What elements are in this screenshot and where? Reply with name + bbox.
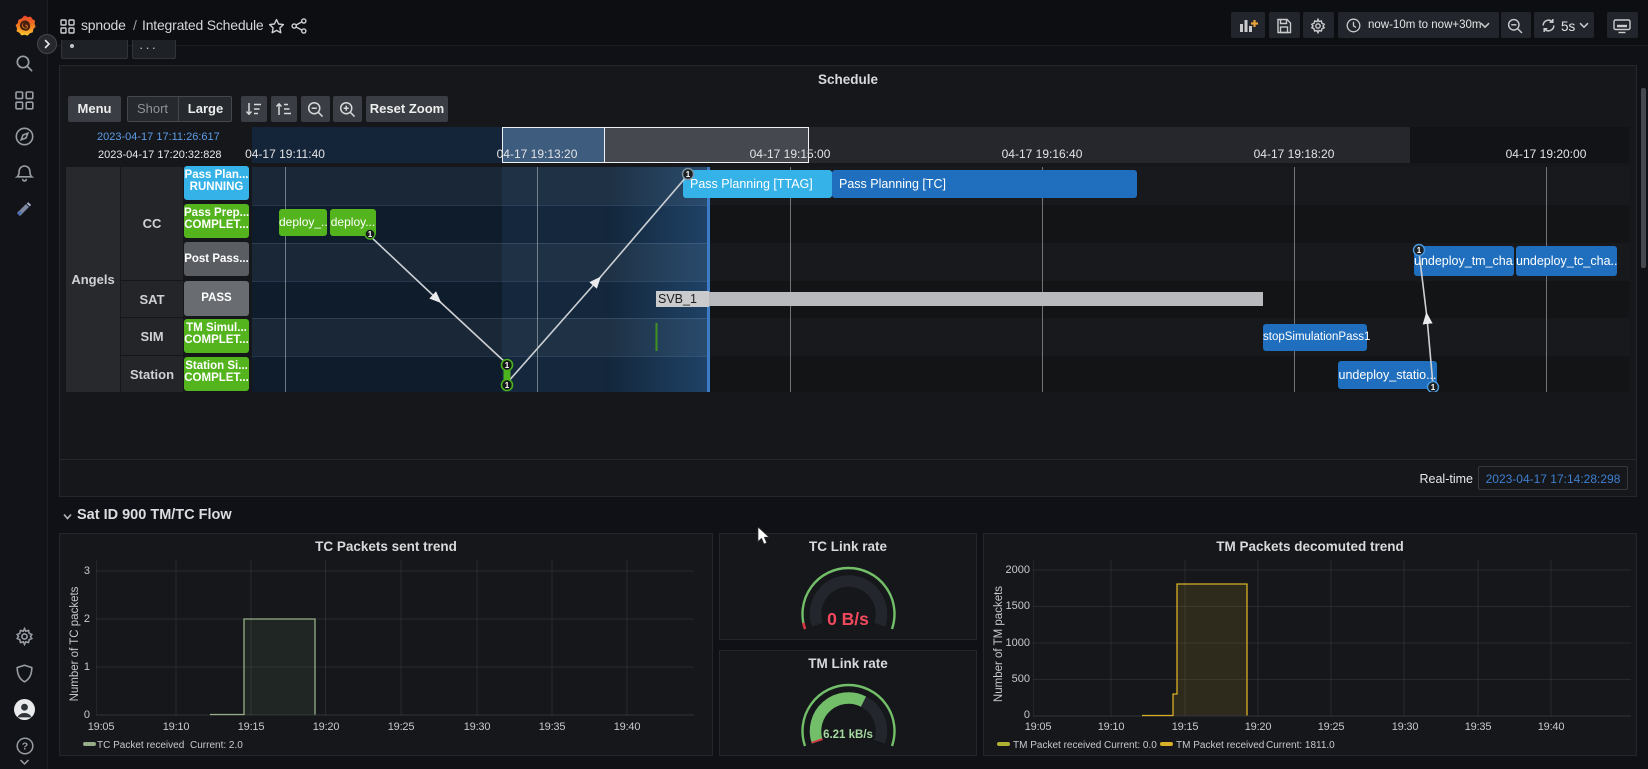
- svg-text:?: ?: [22, 741, 28, 753]
- svg-text:1: 1: [368, 230, 373, 239]
- svg-text:1: 1: [505, 381, 510, 390]
- svg-text:1: 1: [1417, 246, 1422, 255]
- svg-text:1: 1: [1431, 383, 1436, 392]
- svg-text:1: 1: [686, 170, 691, 179]
- svg-text:1: 1: [505, 361, 510, 370]
